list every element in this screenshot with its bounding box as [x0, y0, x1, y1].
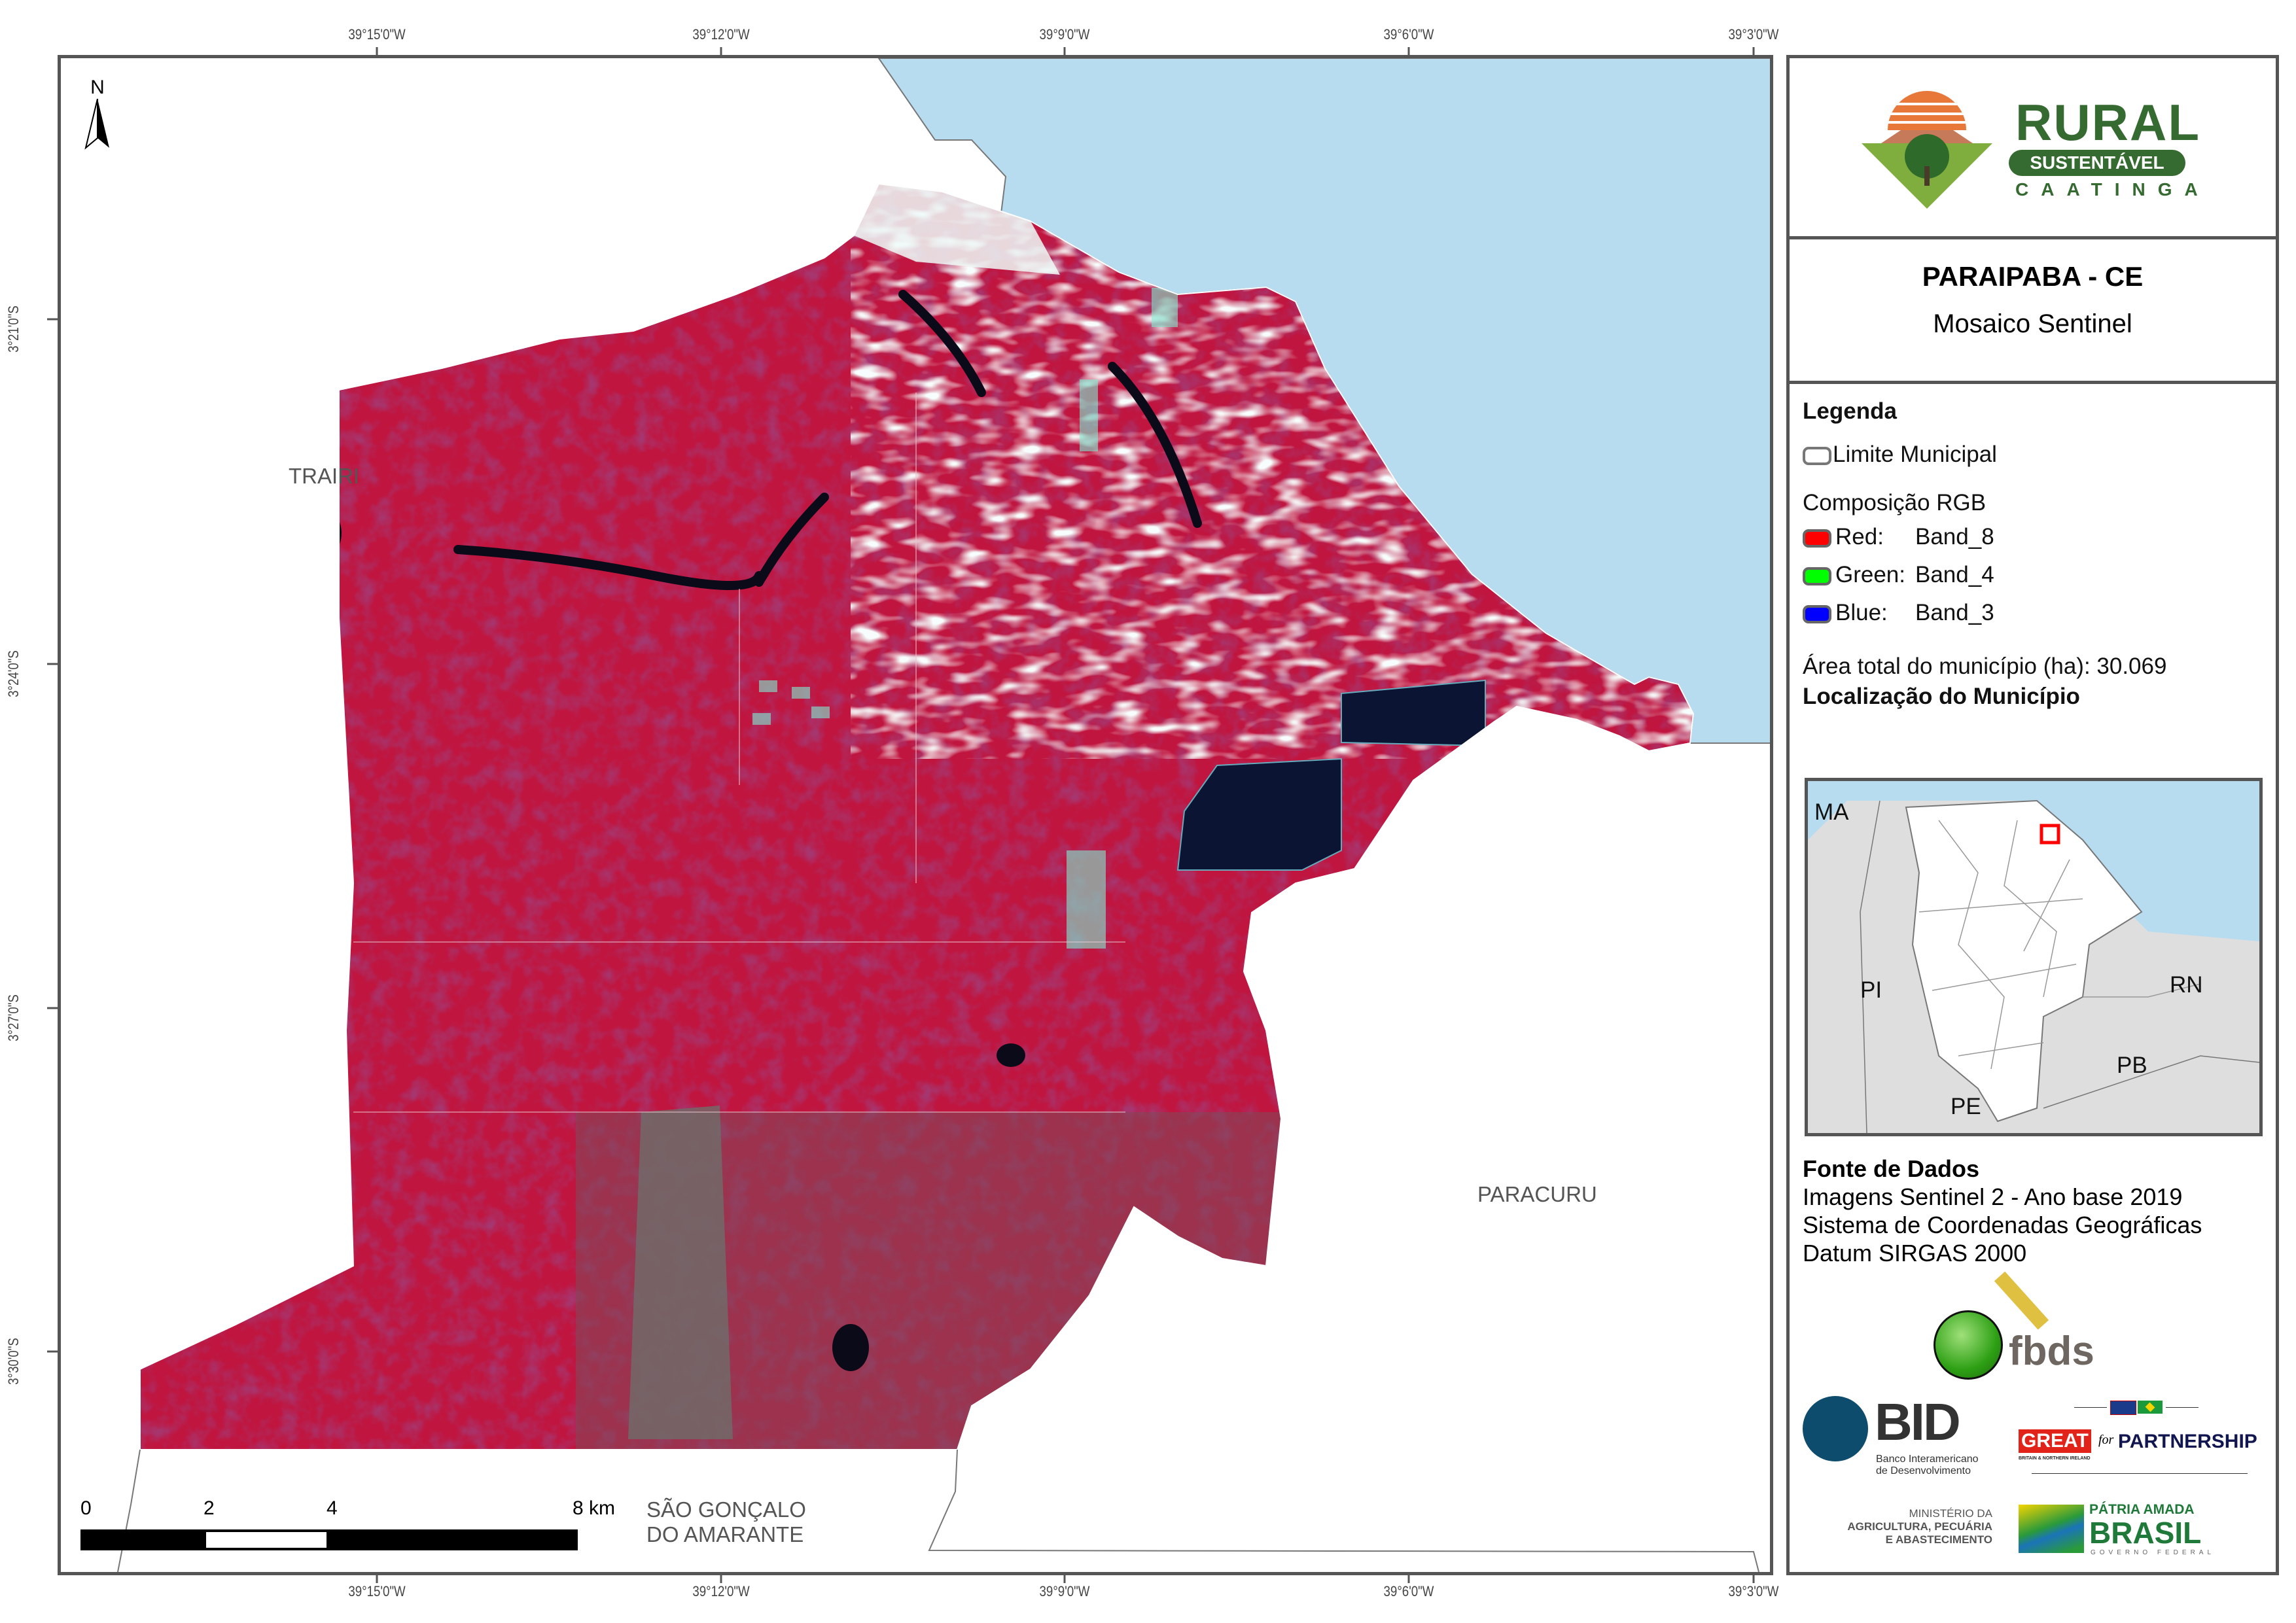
neighbor-label-line: DO AMARANTE [646, 1522, 804, 1546]
fbds-circle-icon [1934, 1310, 2003, 1380]
bid-logo: BID Banco Interamericano de Desenvolvimen… [1803, 1396, 1999, 1481]
governo-federal-logo: PÁTRIA AMADA BRASIL GOVERNO FEDERAL [2019, 1503, 2241, 1558]
inset-location-marker [2040, 824, 2060, 845]
source-line: Imagens Sentinel 2 - Ano base 2019 [1803, 1183, 2183, 1210]
state-label: PB [2117, 1053, 2147, 1078]
legend-heading: Legenda [1803, 398, 1897, 424]
map-title: PARAIPABA - CE [1922, 261, 2144, 292]
location-heading: Localização do Município [1803, 684, 2080, 709]
brazil-flag-icon [2138, 1401, 2163, 1414]
state-label: MA [1814, 799, 1849, 825]
scale-label: 0 [80, 1497, 92, 1519]
municipal-boundary [139, 183, 1695, 1450]
uk-flag-icon [2110, 1401, 2136, 1415]
north-label: N [90, 77, 105, 98]
map-frame[interactable]: N TRAIRI PARACURU SÃO GONÇALO DO AMARANT… [58, 55, 1773, 1575]
fbds-bar-icon [1994, 1271, 2049, 1330]
state-label: PI [1860, 977, 1882, 1003]
legend: Legenda Limite Municipal Composição RGB … [1803, 398, 2276, 710]
longitude-label: 39°3'0"W [1728, 1583, 1779, 1599]
divider [1790, 381, 2276, 384]
location-inset-map[interactable]: MA PI RN PB PE [1805, 778, 2263, 1136]
north-arrow: N [78, 77, 117, 154]
ministry-logo: MINISTÉRIO DA AGRICULTURA, PECUÁRIA E AB… [1847, 1507, 1992, 1546]
neighbor-label-trairi: TRAIRI [289, 464, 360, 488]
rural-sustentavel-logo: RURAL SUSTENTÁVEL CAATINGA [1790, 58, 2276, 236]
legend-item-limite: Limite Municipal [1803, 442, 2276, 468]
legend-item-red: Red: Band_8 [1803, 524, 2276, 550]
fbds-logo: fbds [1934, 1271, 2104, 1387]
limite-swatch [1803, 446, 1831, 465]
satellite-map[interactable] [61, 58, 1770, 1572]
longitude-label: 39°9'0"W [1039, 26, 1090, 43]
neighbor-label-line: SÃO GONÇALO [646, 1497, 806, 1522]
longitude-label: 39°6'0"W [1383, 26, 1434, 43]
bid-globe-icon [1803, 1396, 1868, 1461]
scale-label: 8 km [573, 1497, 616, 1519]
longitude-label: 39°3'0"W [1728, 26, 1779, 43]
neighbor-label-paracuru: PARACURU [1477, 1182, 1597, 1206]
legend-panel: RURAL SUSTENTÁVEL CAATINGA PARAIPABA - C… [1786, 55, 2279, 1575]
state-label: RN [2170, 972, 2203, 998]
logo-emblem-icon [1862, 91, 1992, 209]
longitude-label: 39°9'0"W [1039, 1583, 1090, 1599]
area-value: 30.069 [2096, 654, 2167, 679]
legend-item-blue: Blue: Band_3 [1803, 600, 2276, 626]
longitude-label: 39°12'0"W [692, 1583, 750, 1599]
inset-sea [1808, 781, 2259, 941]
source-line: Datum SIRGAS 2000 [1803, 1240, 2027, 1266]
state-label: PE [1951, 1094, 1981, 1119]
data-sources: Fonte de Dados Imagens Sentinel 2 - Ano … [1803, 1155, 2276, 1267]
brasil-flag-icon [2019, 1505, 2084, 1553]
divider [1790, 236, 2276, 239]
longitude-label: 39°6'0"W [1383, 1583, 1434, 1599]
longitude-label: 39°15'0"W [348, 1583, 406, 1599]
scale-bar-segments [80, 1529, 578, 1550]
logo-text-sustentavel: SUSTENTÁVEL [2009, 150, 2185, 176]
source-line: Sistema de Coordenadas Geográficas [1803, 1212, 2202, 1238]
inset-ceara [1905, 799, 2143, 1123]
legend-item-green: Green: Band_4 [1803, 562, 2276, 588]
rgb-heading: Composição RGB [1803, 490, 1987, 515]
longitude-label: 39°15'0"W [348, 26, 406, 43]
map-title-block: PARAIPABA - CE Mosaico Sentinel [1790, 261, 2276, 339]
great-partnership-logo: GREAT BRITAIN & NORTHERN IRELAND for PAR… [2019, 1399, 2261, 1478]
longitude-label: 39°12'0"W [692, 26, 750, 43]
logo-text-rural: RURAL [2015, 94, 2200, 151]
scale-label: 4 [327, 1497, 338, 1519]
neighbor-label-sao-goncalo: SÃO GONÇALO DO AMARANTE [646, 1497, 806, 1547]
area-total: Área total do município (ha): 30.069 [1803, 654, 2167, 679]
scale-label: 2 [203, 1497, 215, 1519]
map-subtitle: Mosaico Sentinel [1933, 309, 2132, 338]
sources-heading: Fonte de Dados [1803, 1155, 1980, 1182]
north-arrow-icon [84, 98, 109, 150]
scale-bar: 0 2 4 8 km [80, 1497, 615, 1563]
logo-text-caatinga: CAATINGA [2015, 179, 2210, 200]
